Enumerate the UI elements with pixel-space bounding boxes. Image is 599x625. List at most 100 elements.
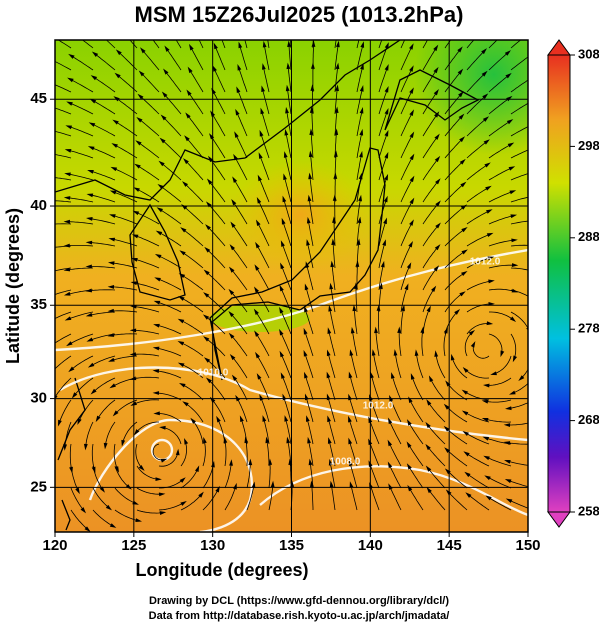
streamline: [152, 40, 160, 49]
stream-arrow: [433, 265, 440, 272]
streamline: [111, 214, 138, 225]
stream-arrow: [512, 355, 518, 363]
stream-arrow: [481, 26, 487, 32]
streamline: [427, 467, 446, 489]
streamline: [488, 97, 511, 115]
streamline: [422, 158, 439, 181]
streamline: [261, 110, 270, 137]
stream-arrow: [505, 406, 512, 411]
stream-arrow: [107, 333, 115, 337]
streamline: [268, 483, 274, 511]
streamline: [205, 315, 226, 335]
streamline: [245, 439, 248, 467]
stream-arrow: [256, 373, 262, 380]
stream-arrow: [260, 107, 265, 115]
stream-arrow: [279, 328, 284, 336]
streamline: [369, 484, 380, 511]
stream-arrow: [154, 277, 161, 282]
streamline: [356, 175, 362, 203]
streamline: [444, 138, 464, 159]
streamline: [328, 440, 336, 467]
stream-arrow: [114, 72, 121, 79]
coastline: [209, 147, 386, 381]
stream-arrow: [481, 70, 488, 77]
stream-arrow: [434, 244, 441, 251]
stream-arrow: [248, 458, 253, 466]
stream-arrow: [544, 331, 548, 338]
streamline: [284, 154, 292, 181]
stream-arrow: [229, 353, 236, 361]
streamline: [329, 308, 336, 335]
contour-label: 1008.0: [330, 457, 361, 468]
streamline: [182, 228, 204, 247]
stream-arrow: [458, 113, 465, 120]
streamline: [378, 44, 389, 71]
streamline: [510, 333, 517, 360]
stream-arrow: [202, 314, 210, 320]
stream-arrow: [428, 375, 434, 382]
axes: 120 125 130 135 140 145 150 25 30 35 40 45 258 268 278…: [30, 40, 599, 554]
stream-arrow: [179, 477, 186, 483]
streamline: [488, 51, 509, 71]
stream-arrow: [206, 178, 213, 185]
stream-arrow: [393, 349, 398, 356]
stream-arrow: [484, 162, 491, 168]
streamline: [262, 66, 270, 93]
streamline: [444, 292, 464, 313]
stream-arrow: [511, 263, 519, 267]
stream-arrow: [425, 443, 431, 451]
streamline: [310, 131, 314, 159]
stream-arrow: [420, 326, 425, 334]
stream-arrow: [109, 214, 116, 218]
streamline: [444, 183, 465, 203]
stream-arrow: [532, 170, 539, 174]
streamline: [356, 88, 363, 115]
streamline: [205, 337, 226, 357]
stream-arrow: [64, 316, 72, 321]
stream-arrow: [352, 304, 357, 312]
streamline: [159, 185, 182, 203]
streamline: [114, 509, 139, 522]
stream-arrow: [335, 62, 340, 70]
stream-arrow: [156, 207, 164, 213]
streamline: [236, 397, 248, 423]
streamline: [510, 56, 528, 71]
streamline: [257, 222, 270, 247]
streamline: [180, 363, 204, 379]
streamline: [114, 465, 130, 488]
streamline: [230, 291, 248, 313]
stream-arrow: [152, 369, 160, 373]
streamline: [369, 397, 380, 423]
stream-arrow: [129, 328, 137, 333]
stream-arrow: [333, 150, 338, 157]
stream-arrow: [261, 85, 265, 93]
streamline: [70, 487, 85, 512]
streamline: [66, 244, 94, 247]
streamline: [422, 224, 440, 247]
stream-arrow: [152, 391, 160, 395]
streamline: [165, 47, 182, 71]
stream-arrow: [91, 51, 99, 57]
stream-arrow: [510, 214, 518, 219]
streamline: [133, 306, 160, 313]
stream-arrow: [45, 56, 52, 61]
stream-arrow: [90, 75, 98, 81]
streamline: [400, 90, 413, 115]
streamline: [267, 40, 270, 49]
stream-arrow: [107, 284, 115, 289]
stream-arrow: [244, 436, 249, 444]
stream-arrow: [350, 326, 355, 334]
stream-arrow: [459, 158, 466, 165]
stream-arrow: [458, 91, 464, 98]
streamline: [510, 244, 528, 247]
streamline: [372, 352, 380, 379]
streamline: [69, 443, 72, 471]
streamline: [533, 334, 536, 360]
streamline: [465, 452, 490, 467]
streamline: [263, 44, 270, 71]
stream-arrow: [348, 415, 352, 423]
stream-arrow: [486, 232, 494, 237]
streamline: [422, 180, 439, 203]
stream-arrow: [409, 153, 415, 161]
stream-arrow: [284, 128, 289, 136]
